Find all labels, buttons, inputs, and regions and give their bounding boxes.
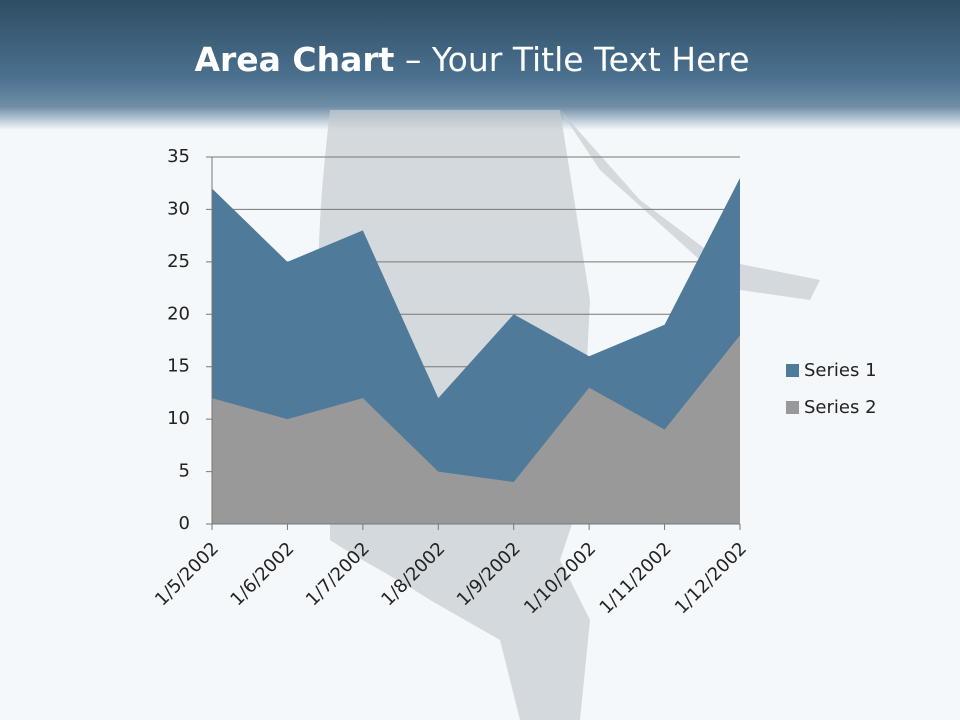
- x-tick-label: 1/5/2002: [151, 538, 223, 610]
- header: [0, 0, 960, 130]
- legend-swatch: [786, 364, 799, 377]
- y-tick-label: 20: [167, 303, 190, 324]
- y-tick-label: 35: [167, 146, 190, 167]
- legend-swatch: [786, 401, 799, 414]
- y-tick-label: 5: [179, 461, 190, 482]
- legend-label: Series 1: [804, 360, 877, 381]
- y-tick-label: 15: [167, 356, 190, 377]
- x-tick-label: 1/11/2002: [596, 538, 676, 618]
- slide-title: Area Chart – Your Title Text Here: [0, 40, 944, 79]
- area: [212, 335, 740, 524]
- x-tick-label: 1/7/2002: [302, 538, 374, 610]
- title-bold: Area Chart: [194, 40, 395, 79]
- x-tick-label: 1/12/2002: [671, 538, 751, 618]
- y-tick-label: 30: [167, 198, 190, 219]
- y-tick-label: 25: [167, 251, 190, 272]
- title-rest: – Your Title Text Here: [404, 40, 750, 79]
- x-tick-label: 1/6/2002: [226, 538, 298, 610]
- legend-label: Series 2: [804, 397, 877, 418]
- y-tick-label: 10: [167, 408, 190, 429]
- y-tick-label: 0: [179, 513, 190, 534]
